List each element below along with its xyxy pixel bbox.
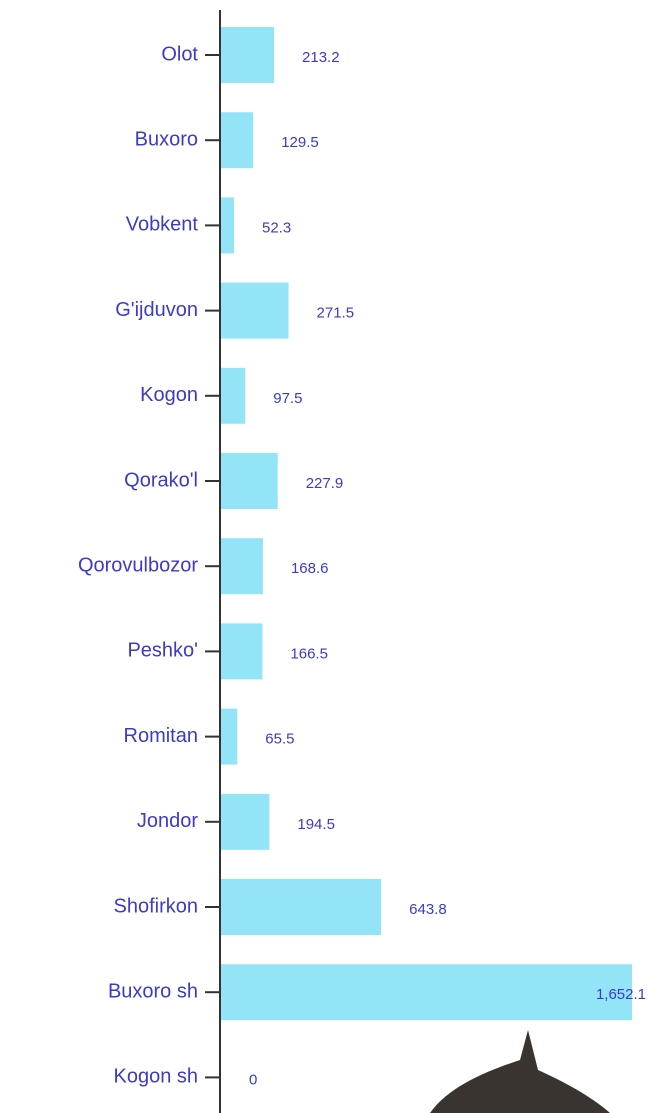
- value-label: 166.5: [290, 645, 328, 662]
- y-tick-label: Qorovulbozor: [78, 554, 198, 576]
- bar: [221, 709, 237, 765]
- bar: [221, 283, 289, 339]
- y-tick-label: Jondor: [137, 810, 198, 832]
- bar: [221, 112, 253, 168]
- value-label: 0: [249, 1071, 257, 1088]
- chart: Olot 213.2 Buxoro 129.5 Vobkent 52.3 G'ijduvon…: [0, 0, 648, 1113]
- value-label: 194.5: [297, 816, 335, 833]
- y-tick-label: Buxoro sh: [108, 980, 198, 1002]
- bar: [221, 453, 278, 509]
- value-label: 1,652.1: [596, 986, 646, 1003]
- y-tick-label: Shofirkon: [114, 895, 199, 917]
- bar: [221, 197, 234, 253]
- value-label: 65.5: [265, 731, 294, 748]
- y-tick-label: Romitan: [124, 725, 198, 747]
- bar: [221, 538, 263, 594]
- y-tick-label: Buxoro: [135, 128, 198, 150]
- value-label: 227.9: [306, 475, 344, 492]
- bar: [221, 27, 274, 83]
- decoration: [430, 1030, 610, 1113]
- y-tick-label: Peshko': [127, 640, 198, 662]
- y-tick-label: Vobkent: [126, 214, 199, 236]
- y-tick-label: Kogon: [140, 384, 198, 406]
- y-tick-label: G'ijduvon: [115, 299, 198, 321]
- value-label: 213.2: [302, 49, 340, 66]
- bar: [221, 879, 381, 935]
- value-label: 643.8: [409, 901, 447, 918]
- bar: [221, 368, 245, 424]
- value-label: 168.6: [291, 560, 329, 577]
- value-label: 52.3: [262, 219, 291, 236]
- bar: [221, 964, 632, 1020]
- y-tick-label: Kogon sh: [113, 1066, 198, 1088]
- value-label: 129.5: [281, 134, 319, 151]
- value-label: 271.5: [317, 305, 355, 322]
- y-tick-label: Qorako'l: [124, 469, 198, 491]
- y-tick-label: Olot: [161, 43, 198, 65]
- bar: [221, 794, 269, 850]
- bar: [221, 623, 262, 679]
- value-label: 97.5: [273, 390, 302, 407]
